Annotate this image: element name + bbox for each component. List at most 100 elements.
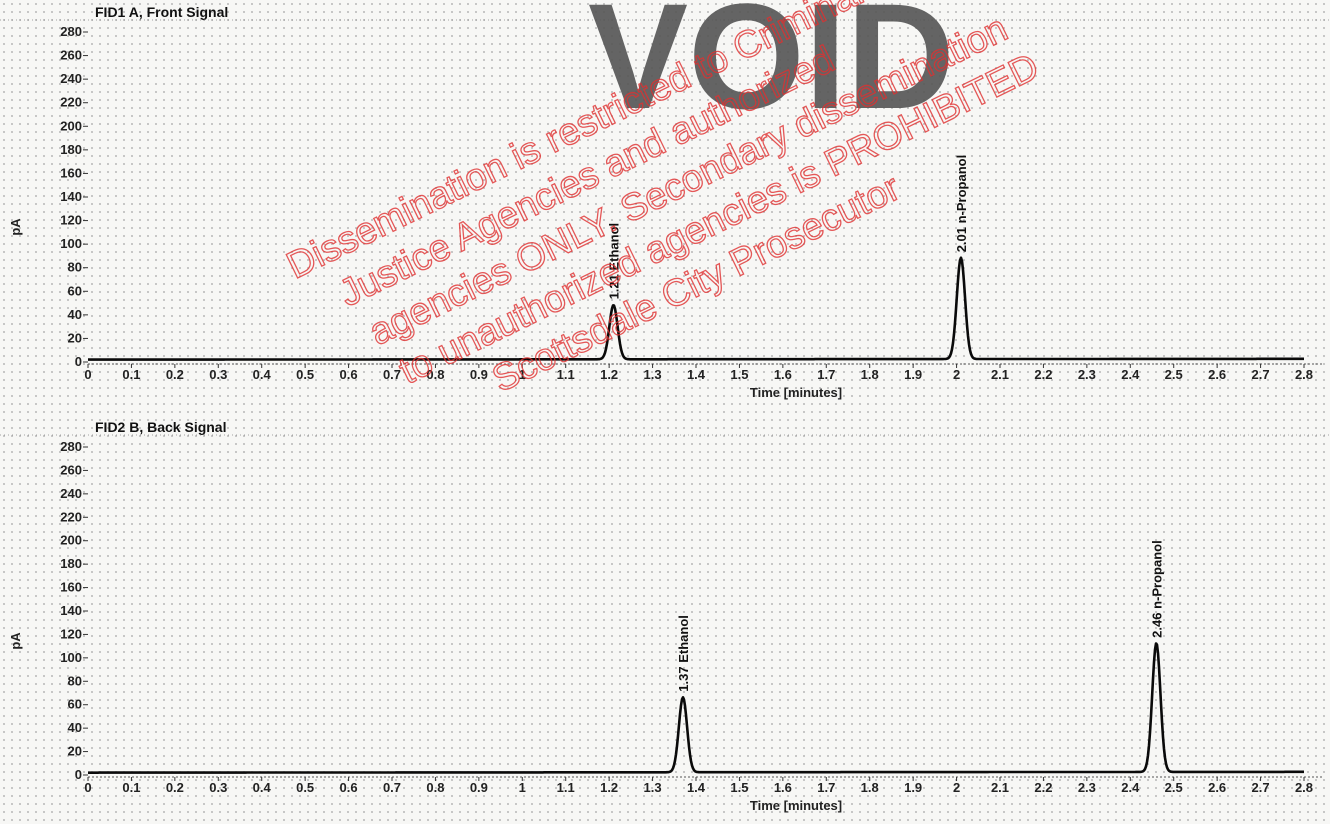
x-tick-label: 0 <box>84 367 91 382</box>
y-tick-label: 120 <box>60 213 82 228</box>
x-tick-label: 1.7 <box>817 780 835 795</box>
y-tick-label: 60 <box>68 283 82 298</box>
x-tick-label: 2.2 <box>1034 367 1052 382</box>
y-tick-label: 60 <box>68 697 82 712</box>
x-tick-label: 1.9 <box>904 780 922 795</box>
x-tick-label: 0.4 <box>253 367 272 382</box>
x-tick-label: 1.3 <box>644 367 662 382</box>
y-axis-label: pA <box>8 218 23 236</box>
x-tick-label: 0.5 <box>296 367 314 382</box>
x-tick-label: 0.1 <box>122 367 140 382</box>
chart-title: FID1 A, Front Signal <box>95 4 228 20</box>
y-tick-label: 200 <box>60 118 82 133</box>
x-tick-label: 2.7 <box>1252 780 1270 795</box>
x-tick-label: 1.2 <box>600 367 618 382</box>
y-tick-label: 40 <box>68 307 82 322</box>
y-axis-label: pA <box>8 632 23 650</box>
signal-trace <box>87 256 1305 361</box>
x-tick-label: 0 <box>84 780 91 795</box>
x-tick-label: 0.3 <box>209 367 227 382</box>
y-tick-label: 80 <box>68 260 82 275</box>
x-tick-label: 0.8 <box>426 780 444 795</box>
y-tick-label: 220 <box>60 95 82 110</box>
void-stamp: VOID <box>588 0 955 140</box>
y-tick-label: 200 <box>60 533 82 548</box>
x-tick-label: 2.5 <box>1165 780 1183 795</box>
y-tick-label: 100 <box>60 236 82 251</box>
peak-label: 1.37 Ethanol <box>676 615 691 692</box>
y-tick-label: 20 <box>68 744 82 759</box>
y-tick-label: 180 <box>60 142 82 157</box>
x-tick-label: 0.5 <box>296 780 314 795</box>
signal-trace <box>87 642 1305 774</box>
y-tick-label: 100 <box>60 650 82 665</box>
y-tick-label: 240 <box>60 486 82 501</box>
x-tick-label: 2.6 <box>1208 367 1226 382</box>
peak-apex <box>959 257 963 260</box>
peak-apex <box>1155 642 1158 645</box>
y-tick-label: 280 <box>60 439 82 454</box>
x-tick-label: 1.8 <box>861 367 879 382</box>
x-tick-label: 2.1 <box>991 780 1009 795</box>
y-tick-label: 120 <box>60 626 82 641</box>
x-tick-label: 0.1 <box>122 780 140 795</box>
peak-label: 2.01 n-Propanol <box>954 155 969 253</box>
chart-title: FID2 B, Back Signal <box>95 419 226 435</box>
x-tick-label: 0.9 <box>470 367 488 382</box>
peak-apex <box>681 696 685 699</box>
x-tick-label: 2.6 <box>1208 780 1226 795</box>
x-tick-label: 0.8 <box>426 367 444 382</box>
x-tick-label: 0.9 <box>470 780 488 795</box>
x-tick-label: 1.4 <box>687 367 706 382</box>
x-tick-label: 2.3 <box>1078 367 1096 382</box>
y-tick-label: 260 <box>60 462 82 477</box>
peak-apex <box>612 304 615 307</box>
y-tick-label: 160 <box>60 165 82 180</box>
restriction-watermark: Dissemination is restricted to Criminal … <box>280 0 1046 401</box>
y-tick-label: 260 <box>60 48 82 63</box>
peak-label: 2.46 n-Propanol <box>1149 540 1164 638</box>
x-tick-label: 2.3 <box>1078 780 1096 795</box>
x-tick-label: 0.3 <box>209 780 227 795</box>
x-tick-label: 0.6 <box>340 367 358 382</box>
x-tick-label: 1.1 <box>557 780 575 795</box>
y-tick-label: 280 <box>60 24 82 39</box>
chart-panel-1: FID1 A, Front Signal 0 20 40 60 80 100 120 140 16… <box>0 4 1330 400</box>
x-tick-label: 2.4 <box>1121 780 1140 795</box>
x-tick-label: 1.6 <box>774 367 792 382</box>
x-tick-label: 1.5 <box>730 367 748 382</box>
x-tick-label: 2.7 <box>1252 367 1270 382</box>
x-tick-label: 1 <box>519 780 526 795</box>
y-tick-label: 180 <box>60 556 82 571</box>
x-axis-label: Time [minutes] <box>750 798 842 813</box>
x-tick-label: 1.6 <box>774 780 792 795</box>
x-tick-label: 2.5 <box>1165 367 1183 382</box>
x-tick-label: 0.4 <box>253 780 272 795</box>
y-tick-label: 140 <box>60 189 82 204</box>
y-tick-label: 160 <box>60 580 82 595</box>
x-tick-label: 1.1 <box>557 367 575 382</box>
x-tick-label: 0.2 <box>166 367 184 382</box>
x-tick-label: 2 <box>953 367 960 382</box>
x-tick-label: 0.7 <box>383 367 401 382</box>
x-tick-label: 1.8 <box>861 780 879 795</box>
x-tick-label: 2.2 <box>1034 780 1052 795</box>
x-axis-label: Time [minutes] <box>750 385 842 400</box>
x-tick-label: 1.5 <box>730 780 748 795</box>
y-tick-label: 140 <box>60 603 82 618</box>
y-tick-label: 240 <box>60 71 82 86</box>
y-tick-label: 220 <box>60 509 82 524</box>
overlay: VOID Dissemination is restricted to Crim… <box>280 0 1046 401</box>
x-tick-label: 0.7 <box>383 780 401 795</box>
y-tick-label: 40 <box>68 720 82 735</box>
chart-panel-2: FID2 B, Back Signal 0 20 40 60 80 100 120 140 160… <box>0 419 1330 813</box>
x-tick-label: 0.2 <box>166 780 184 795</box>
y-tick-label: 80 <box>68 673 82 688</box>
x-tick-label: 1.4 <box>687 780 706 795</box>
x-tick-label: 1.7 <box>817 367 835 382</box>
x-tick-label: 2.8 <box>1295 367 1313 382</box>
x-tick-label: 2 <box>953 780 960 795</box>
y-tick-label: 20 <box>68 330 82 345</box>
